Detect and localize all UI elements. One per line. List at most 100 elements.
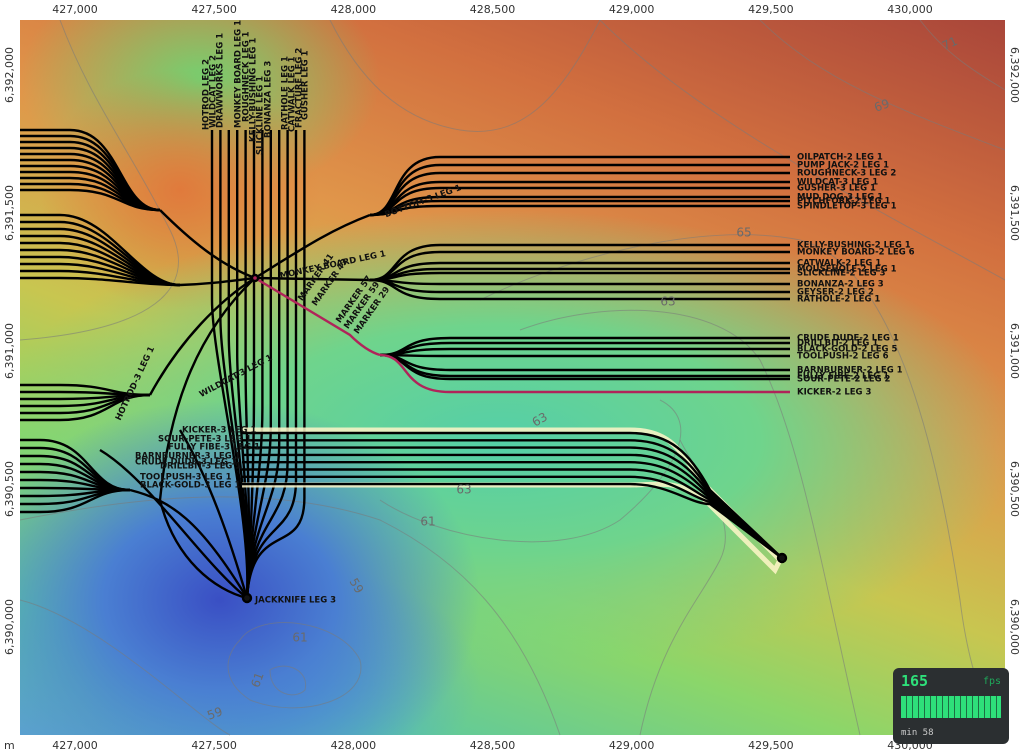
contour-label: 59	[205, 704, 224, 722]
well-path	[379, 353, 790, 378]
well-label: BLACK-GOLD-2 LEG 5	[797, 345, 897, 355]
well-label: PITCHFORK-2 LEG 1	[797, 197, 891, 207]
y-tick-label: 6,391,000	[3, 323, 16, 379]
well-paths	[20, 128, 790, 604]
well-path	[254, 213, 371, 280]
well-label: DRILLBIT-2 LEG 1	[797, 339, 878, 349]
well-label: KICKER-3 LEG 1	[182, 426, 256, 436]
well-label: SLICKLINE-2 LEG 3	[797, 269, 886, 279]
well-label: KICKER-2 LEG 3	[797, 388, 871, 398]
contour-label: 63	[660, 295, 675, 309]
x-tick-label: 427,500	[191, 3, 237, 16]
selection-halo	[242, 427, 784, 575]
well-label: CRUDE DUDE-3 LEG 1	[135, 458, 237, 468]
well-path	[20, 182, 161, 212]
fps-unit: fps	[982, 676, 1001, 687]
well-label: GUSHER-3 LEG 1	[797, 184, 876, 194]
well-label: PUMP JACK-2 LEG 1	[797, 161, 889, 171]
well-path	[20, 276, 181, 287]
well-path	[159, 209, 256, 280]
well-label: FULLY FIBE-2 LEG 1	[797, 372, 889, 382]
y-tick-label: 6,391,500	[1008, 185, 1021, 241]
x-tick-label: 427,000	[52, 739, 98, 752]
well-path	[242, 453, 783, 559]
well-label: KELLY-BUSHING-2 LEG 1	[797, 241, 911, 251]
contour-label: 69	[872, 96, 891, 114]
x-tick-label: 427,500	[191, 739, 237, 752]
well-label: DRAWWORKS LEG 1	[216, 33, 226, 128]
well-path	[369, 204, 790, 217]
well-label: MONKEY BOARD-2 LEG 6	[797, 248, 915, 258]
well-path	[129, 488, 249, 599]
well-label: SPINDLETOP-3 LEG 1	[797, 202, 897, 212]
well-path	[379, 353, 790, 372]
x-tick-label: 428,500	[470, 3, 516, 16]
well-path	[379, 353, 790, 358]
y-tick-label: 6,390,500	[1008, 461, 1021, 517]
well-label: TOOLPUSH-2 LEG 6	[797, 352, 889, 362]
y-tick-label: 6,392,000	[3, 47, 16, 103]
contour-line	[379, 399, 682, 543]
well-path	[20, 393, 151, 422]
well-label: SLICKLINE LEG 1	[256, 76, 266, 155]
well-label: SOUR-PETE-2 LEG 2	[797, 375, 891, 385]
y-tick-label: 6,390,500	[3, 461, 16, 517]
x-tick-label: 428,000	[331, 3, 377, 16]
well-path	[20, 488, 131, 514]
well-label: BARNBURNER-3 LEG 1	[135, 452, 241, 462]
well-path	[178, 429, 249, 599]
y-tick-label: 6,391,500	[3, 185, 16, 241]
contour-label: 59	[347, 576, 367, 596]
well-label: HOTROD LEG 2	[202, 59, 212, 130]
well-label: MUD DOG-3 LEG 1	[797, 193, 883, 203]
well-head	[776, 552, 788, 564]
well-label: BLACK-GOLD-3 LEG 1	[140, 481, 240, 491]
x-tick-label: 428,500	[470, 739, 516, 752]
x-tick-label: 429,000	[609, 739, 655, 752]
well-label: FRACTURE LEG 2	[295, 48, 305, 128]
contour-line	[519, 309, 861, 736]
y-tick-label: 6,392,000	[1008, 47, 1021, 103]
contour-label: 63	[456, 483, 471, 497]
well-path	[369, 250, 790, 282]
well-label: CRUDE DUDE-2 LEG 1	[797, 334, 899, 344]
well-label: GUSHER LEG 1	[301, 50, 311, 120]
well-label: DRILLBIT-3 LEG 1	[160, 462, 241, 472]
well-path	[242, 446, 783, 559]
well-label: OILPATCH-2 LEG 1	[797, 153, 883, 163]
x-tick-label: 429,500	[748, 739, 794, 752]
well-label: CATWALK-2 LEG 1	[797, 259, 881, 269]
contour-label: 61	[248, 670, 266, 689]
well-path	[20, 188, 161, 212]
y-tick-label: 6,390,000	[1008, 599, 1021, 655]
well-label: ROUGHNECK-3 LEG 2	[797, 169, 896, 179]
well-label: BARNBURNER-2 LEG 1	[797, 366, 903, 376]
well-path	[369, 261, 790, 282]
well-label: FULLY FIBE-3 LEG 1	[168, 443, 260, 453]
well-path	[369, 271, 790, 282]
well-path	[242, 431, 783, 559]
contour-line	[479, 234, 1006, 736]
well-label: HOTROD-3 LEG 1	[114, 345, 157, 422]
contour-line	[227, 622, 362, 709]
well-path	[242, 482, 783, 559]
contour-label: 65	[736, 226, 751, 240]
contour-line	[329, 19, 601, 132]
axis-band	[0, 0, 20, 756]
well-label: BONANZA-2 LEG 3	[797, 280, 884, 290]
well-path	[179, 276, 256, 287]
well-label: CATWALK LEG 1	[288, 56, 298, 132]
well-path	[242, 475, 783, 559]
heatmap	[20, 20, 1005, 735]
well-label: JACKKNIFE LEG 3	[254, 596, 336, 606]
unit-label: m	[4, 739, 15, 752]
contour-line	[19, 496, 561, 736]
well-path	[245, 130, 306, 599]
well-path	[242, 468, 783, 559]
well-label: ROUGHNECK LEG 1	[242, 31, 252, 122]
well-path	[379, 353, 790, 394]
well-path	[379, 347, 790, 357]
well-label: RATHOLE-2 LEG 1	[797, 295, 880, 305]
well-path	[369, 278, 790, 286]
